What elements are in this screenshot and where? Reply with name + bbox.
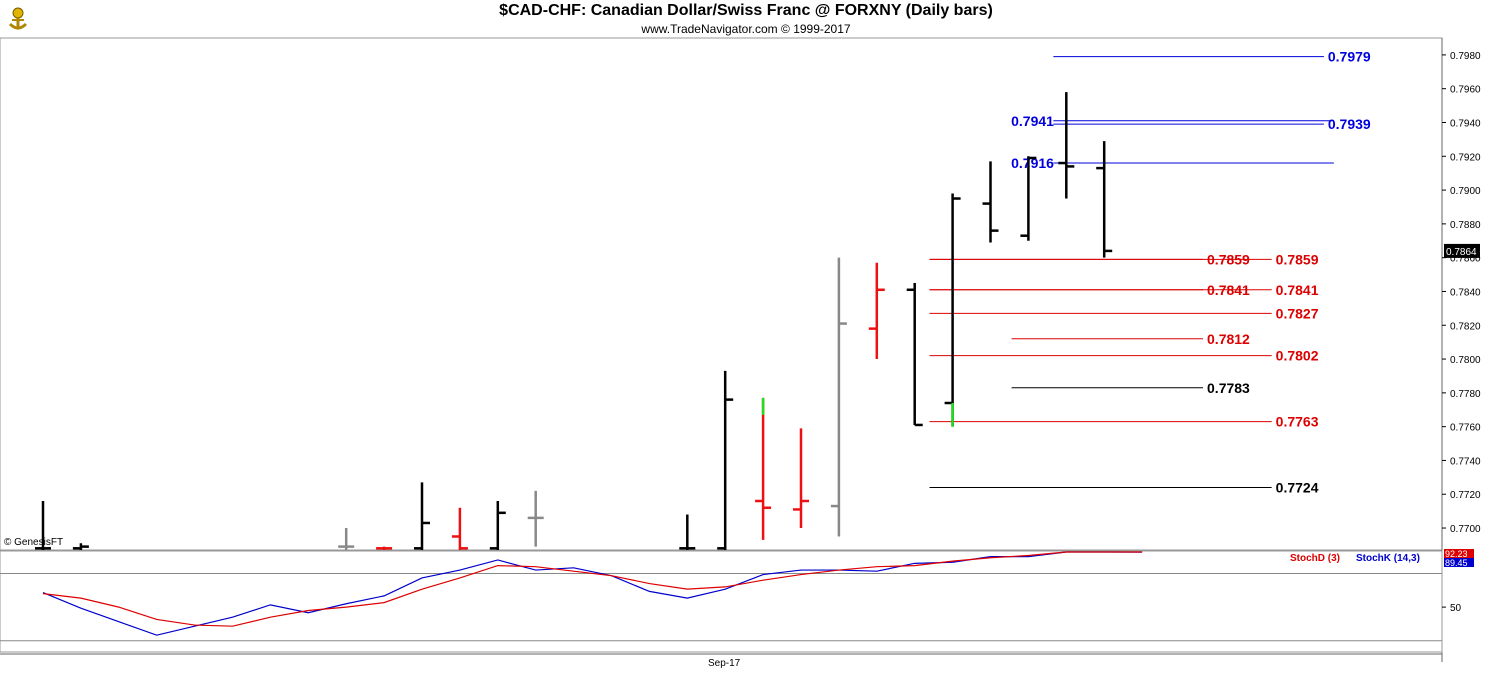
ohlc-bar [414,482,430,550]
stoch-d-legend: StochD (3) [1290,553,1340,564]
ohlc-bar [451,507,468,550]
level-label: 0.7763 [1276,414,1319,430]
ohlc-bar [527,490,544,547]
stoch-panel-frame [0,550,1443,653]
price-tick-label: 0.7960 [1450,85,1481,96]
level-label: 0.7859 [1276,251,1319,267]
stoch-d-readout: 92.23 [1445,549,1468,559]
level-label: 0.7812 [1207,331,1250,347]
price-tick-label: 0.7980 [1450,51,1481,62]
level-label: 0.7916 [1011,155,1054,171]
level-label: 0.7783 [1207,380,1250,396]
ohlc-bar [717,370,734,550]
stoch-k-legend: StochK (14,3) [1356,553,1420,564]
ohlc-bar [1058,92,1075,199]
price-panel-frame [0,37,1443,551]
ohlc-bar [489,500,506,550]
chart-subtitle: www.TradeNavigator.com © 1999-2017 [641,22,851,36]
ohlc-bar [338,528,355,550]
price-panel[interactable] [0,37,1443,662]
level-label: 0.7841 [1276,282,1319,298]
level-label: 0.7939 [1328,116,1371,132]
stoch-k-line [42,551,1143,636]
price-tick-label: 0.7820 [1450,321,1481,332]
ohlc-bar [906,283,923,427]
ohlc-bar [1096,141,1113,258]
ohlc-bar [679,514,696,550]
last-price-label: 0.7864 [1446,247,1477,258]
price-tick-label: 0.7760 [1450,423,1481,434]
price-axis: 0.7700 0.7720 0.7740 0.7760 0.7780 0.7800 0.78… [1442,51,1481,535]
price-tick-label: 0.7700 [1450,524,1481,535]
ohlc-bar [1020,156,1037,241]
time-axis-label: Sep-17 [708,658,741,669]
price-tick-label: 0.7740 [1450,456,1481,467]
chart-title: $CAD-CHF: Canadian Dollar/Swiss Franc @ … [499,2,993,19]
price-tick-label: 0.7720 [1450,490,1481,501]
ohlc-bar [72,543,89,550]
ohlc-bar [944,193,961,427]
stoch-k-readout: 89.45 [1445,558,1468,568]
ohlc-bar [755,397,772,540]
price-tick-label: 0.7780 [1450,389,1481,400]
level-label: 0.7802 [1276,348,1319,364]
price-tick-label: 0.7880 [1450,220,1481,231]
genesis-watermark: © GenesisFT [4,537,64,548]
price-tick-label: 0.7940 [1450,118,1481,129]
last-price-box [1444,243,1480,258]
price-tick-label: 0.7920 [1450,152,1481,163]
navigator-logo-icon [2,2,34,34]
ohlc-bar [982,161,999,243]
chart-header: $CAD-CHF: Canadian Dollar/Swiss Franc @ … [0,0,1492,38]
price-tick-label: 0.7860 [1450,254,1481,265]
price-tick-label: 0.7900 [1450,186,1481,197]
level-label: 0.7941 [1011,113,1054,129]
stoch-k-readout-box [1444,558,1474,567]
level-label: 0.7724 [1276,479,1319,495]
stoch-d-line [42,551,1143,627]
ohlc-bar [868,262,885,360]
ohlc-bar [376,546,393,550]
ohlc-bars [35,92,1113,550]
ohlc-bar [830,257,847,537]
stoch-tick-label: 50 [1450,603,1462,614]
level-label: 0.7827 [1276,305,1319,321]
price-tick-label: 0.7840 [1450,287,1481,298]
ohlc-bar [35,500,51,550]
level-label: 0.7979 [1328,49,1371,65]
stoch-d-readout-box [1444,549,1474,558]
price-tick-label: 0.7800 [1450,355,1481,366]
ohlc-bar [793,428,809,529]
